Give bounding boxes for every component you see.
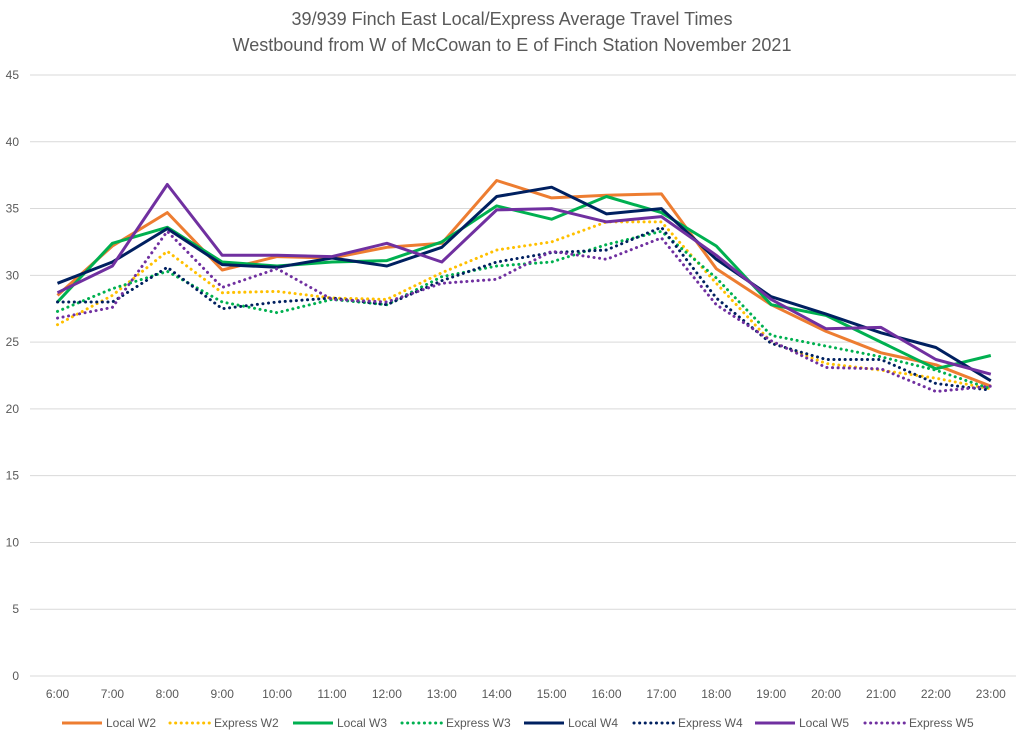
series-line [56,179,992,388]
legend-label: Express W3 [446,716,511,730]
y-tick-label: 35 [6,202,20,216]
y-tick-label: 40 [6,135,20,149]
legend-label: Express W2 [214,716,279,730]
y-tick-label: 25 [6,335,20,349]
x-tick-label: 16:00 [591,687,621,701]
legend-label: Express W4 [678,716,743,730]
series-line [56,195,992,371]
y-tick-label: 10 [6,535,20,549]
x-tick-label: 11:00 [317,687,346,701]
x-tick-label: 22:00 [921,687,951,701]
x-tick-label: 12:00 [372,687,402,701]
x-tick-label: 17:00 [646,687,676,701]
x-tick-label: 19:00 [756,687,786,701]
legend: Local W2 Express W2 Local W3 Express W3 Loca… [62,716,974,730]
x-tick-label: 13:00 [427,687,457,701]
x-tick-label: 18:00 [701,687,731,701]
legend-label: Local W4 [568,716,618,730]
chart-title: 39/939 Finch East Local/Express Average … [291,9,733,29]
chart-subtitle: Westbound from W of McCowan to E of Finc… [232,35,792,55]
y-tick-label: 5 [12,602,19,616]
series-lines [56,179,993,393]
x-tick-label: 6:00 [46,687,70,701]
legend-label: Local W5 [799,716,849,730]
x-tick-label: 9:00 [211,687,235,701]
series-line [56,229,993,393]
x-tick-label: 21:00 [866,687,896,701]
axis-ticks: 0 5 10 15 20 25 30 35 40 45 6:00 7:00 8:00 9:00 10:00 1… [6,68,1006,701]
x-tick-label: 14:00 [482,687,512,701]
series-line [56,220,993,391]
y-tick-label: 15 [6,469,20,483]
x-tick-label: 10:00 [262,687,292,701]
series-line [56,225,993,392]
legend-label: Local W2 [106,716,156,730]
gridlines [30,74,1016,677]
series-line [56,183,992,376]
x-tick-label: 23:00 [976,687,1006,701]
y-tick-label: 30 [6,268,20,282]
x-tick-label: 20:00 [811,687,841,701]
y-tick-label: 45 [6,68,20,82]
x-tick-label: 15:00 [537,687,567,701]
legend-label: Local W3 [337,716,387,730]
y-tick-label: 0 [12,669,19,683]
y-tick-label: 20 [6,402,20,416]
x-tick-label: 8:00 [156,687,180,701]
x-tick-label: 7:00 [101,687,125,701]
legend-label: Express W5 [909,716,974,730]
series-line [56,185,992,383]
